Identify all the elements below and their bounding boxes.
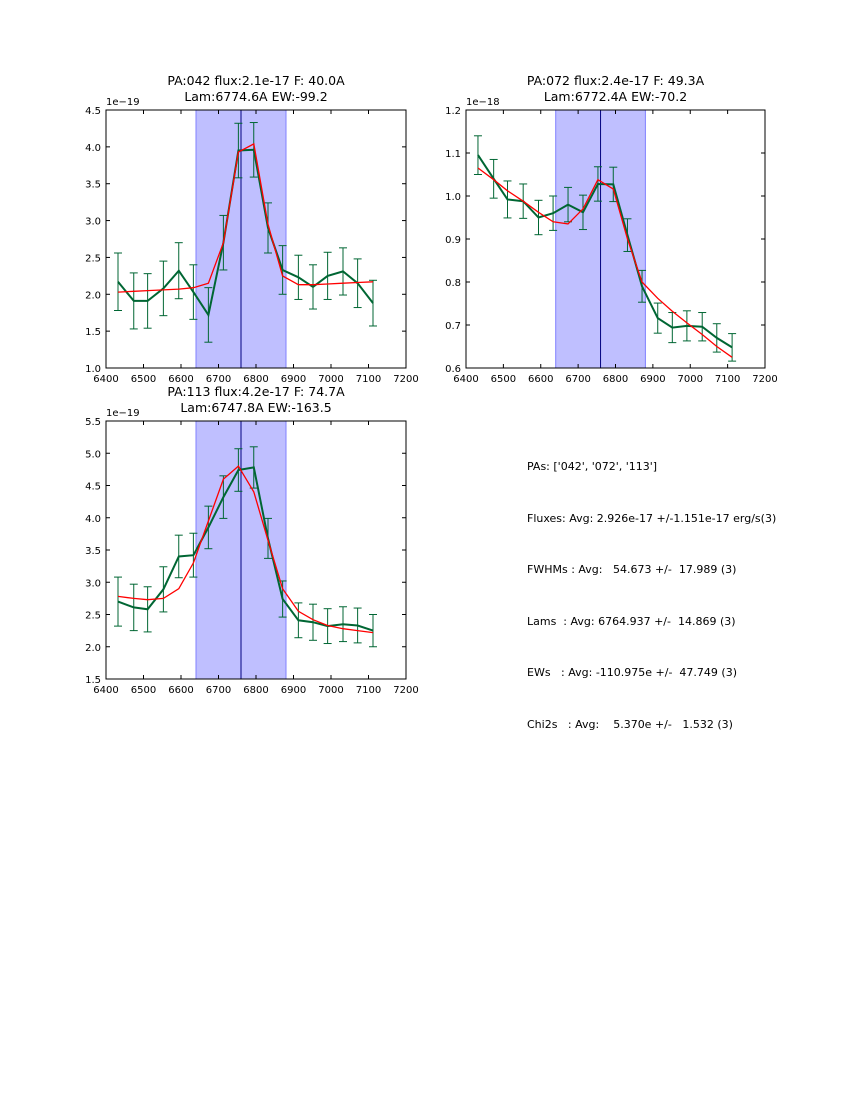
y-tick-label: 4.5: [85, 482, 101, 493]
y-tick-label: 3.0: [85, 578, 101, 589]
model-series-line: [117, 465, 374, 634]
summary-pas: PAs: ['042', '072', '113']: [527, 460, 658, 473]
errorbar: [369, 614, 377, 648]
summary-lams: Lams : Avg: 6764.937 +/- 14.869 (3): [527, 614, 736, 628]
y-tick-label: 3.5: [85, 180, 101, 191]
y-tick-label: 4.0: [85, 514, 101, 525]
x-tick-label: 6700: [565, 374, 590, 385]
y-tick-label: 0.9: [445, 235, 461, 246]
x-tick-label: 7200: [393, 374, 418, 385]
chart-title: PA:072 flux:2.4e-17 F: 49.3A: [527, 73, 705, 88]
model-series-line: [117, 142, 374, 293]
x-tick-label: 6500: [491, 374, 516, 385]
x-tick-label: 7100: [356, 685, 381, 696]
model-series-line: [477, 167, 733, 358]
chart-panel-1: 6400 6500 6600 6700 6800 6900 7000 7100 7200 1.0 1…: [85, 73, 419, 385]
y-tick-label: 2.0: [85, 290, 101, 301]
x-tick-label: 6500: [131, 374, 156, 385]
y-offset-label: 1e−18: [466, 97, 500, 108]
x-tick-label: 6400: [453, 374, 478, 385]
y-tick-label: 0.6: [445, 364, 461, 375]
x-tick-label: 7000: [318, 685, 343, 696]
chart-title: PA:113 flux:4.2e-17 F: 74.7A: [167, 384, 345, 399]
y-tick-label: 2.5: [85, 253, 101, 264]
x-tick-label: 6600: [168, 685, 193, 696]
y-tick-label: 4.5: [85, 106, 101, 117]
x-tick-label: 7000: [678, 374, 703, 385]
x-tick-label: 6400: [93, 685, 118, 696]
errorbar: [369, 279, 377, 327]
y-tick-label: 1.5: [85, 675, 101, 686]
chart-panel-3: 6400 6500 6600 6700 6800 6900 7000 7100 7200 1.5 2…: [85, 384, 419, 696]
chart-title: PA:042 flux:2.1e-17 F: 40.0A: [167, 73, 345, 88]
summary-panel: PAs: ['042', '072', '113'] Fluxes: Avg: …: [527, 431, 776, 754]
y-tick-label: 1.2: [445, 106, 461, 117]
errorbar: [114, 252, 122, 312]
y-offset-label: 1e−19: [106, 408, 140, 419]
y-tick-label: 2.0: [85, 643, 101, 654]
x-tick-label: 6900: [640, 374, 665, 385]
y-offset-label: 1e−19: [106, 97, 140, 108]
x-tick-label: 6800: [243, 685, 268, 696]
x-tick-label: 7100: [715, 374, 740, 385]
summary-fluxes: Fluxes: Avg: 2.926e-17 +/-1.151e-17 erg/…: [527, 511, 777, 525]
x-tick-label: 6800: [603, 374, 628, 385]
x-tick-label: 6600: [168, 374, 193, 385]
x-tick-label: 6700: [206, 685, 231, 696]
plot-area: [473, 135, 737, 362]
x-tick-label: 6400: [93, 374, 118, 385]
x-tick-label: 6600: [528, 374, 553, 385]
x-tick-label: 6900: [281, 374, 306, 385]
chart-panel-2: 6400 6500 6600 6700 6800 6900 7000 7100 7200 0.6 0…: [445, 73, 778, 385]
y-tick-label: 3.0: [85, 217, 101, 228]
y-tick-label: 1.0: [445, 192, 461, 203]
plot-area: [114, 446, 377, 648]
chart-title: Lam:6747.8A EW:-163.5: [180, 400, 331, 415]
y-tick-label: 5.0: [85, 449, 101, 460]
y-tick-label: 0.8: [445, 278, 461, 289]
x-tick-label: 7100: [356, 374, 381, 385]
y-tick-label: 3.5: [85, 546, 101, 557]
y-tick-label: 4.0: [85, 143, 101, 154]
y-tick-label: 1.5: [85, 327, 101, 338]
y-tick-label: 2.5: [85, 611, 101, 622]
y-tick-label: 1.0: [85, 364, 101, 375]
x-tick-label: 6800: [243, 374, 268, 385]
chart-title: Lam:6772.4A EW:-70.2: [544, 89, 687, 104]
chart-title: Lam:6774.6A EW:-99.2: [184, 89, 327, 104]
x-tick-label: 7200: [752, 374, 777, 385]
y-tick-label: 5.5: [85, 417, 101, 428]
x-tick-label: 6700: [206, 374, 231, 385]
y-tick-label: 1.1: [445, 149, 461, 160]
x-tick-label: 6900: [281, 685, 306, 696]
summary-fwhms: FWHMs : Avg: 54.673 +/- 17.989 (3): [527, 563, 737, 577]
y-tick-label: 0.7: [445, 321, 461, 332]
summary-ews: EWs : Avg: -110.975e +/- 47.749 (3): [527, 666, 737, 680]
x-tick-label: 6500: [131, 685, 156, 696]
x-tick-label: 7000: [318, 374, 343, 385]
summary-chi2s: Chi2s : Avg: 5.370e +/- 1.532 (3): [527, 717, 733, 731]
x-tick-label: 7200: [393, 685, 418, 696]
plot-area: [114, 122, 377, 343]
